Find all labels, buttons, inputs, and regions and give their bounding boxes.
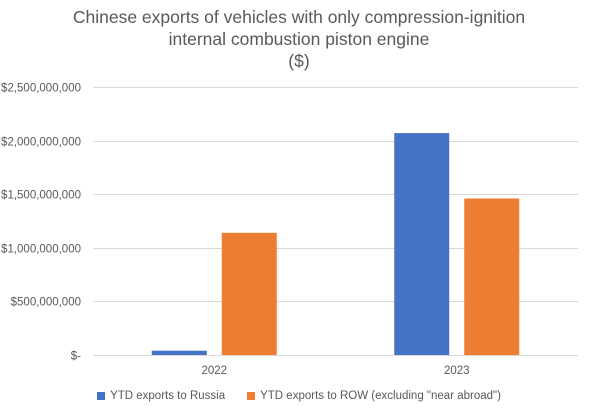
x-tick-label: 2022 — [201, 365, 227, 377]
x-tick-label: 2023 — [444, 365, 470, 377]
legend-label-row: YTD exports to ROW (excluding "near abro… — [260, 390, 501, 402]
y-tick-label: $1,500,000,000 — [1, 190, 81, 202]
legend-swatch-russia — [97, 392, 106, 400]
bar-russia-2022 — [151, 350, 207, 355]
chart-title-line-2: internal combustion piston engine — [168, 29, 430, 49]
chart-legend: YTD exports to Russia YTD exports to ROW… — [0, 390, 598, 402]
chart-title: Chinese exports of vehicles with only co… — [0, 6, 598, 72]
bar-row-2023 — [464, 198, 520, 355]
legend-item-row: YTD exports to ROW (excluding "near abro… — [247, 390, 501, 402]
y-tick-label: $2,500,000,000 — [1, 83, 81, 95]
y-tick-label: $- — [71, 351, 81, 363]
y-tick-label: $500,000,000 — [11, 297, 81, 309]
bar-row-2022 — [221, 232, 277, 355]
bar-russia-2023 — [394, 133, 450, 355]
y-tick-label: $2,000,000,000 — [1, 137, 81, 149]
legend-label-russia: YTD exports to Russia — [110, 390, 226, 402]
chart-title-line-1: Chinese exports of vehicles with only co… — [72, 7, 526, 27]
y-tick-label: $1,000,000,000 — [1, 244, 81, 256]
legend-swatch-row — [247, 392, 256, 400]
chart-title-line-3: ($) — [288, 51, 310, 71]
legend-item-russia: YTD exports to Russia — [97, 390, 225, 402]
